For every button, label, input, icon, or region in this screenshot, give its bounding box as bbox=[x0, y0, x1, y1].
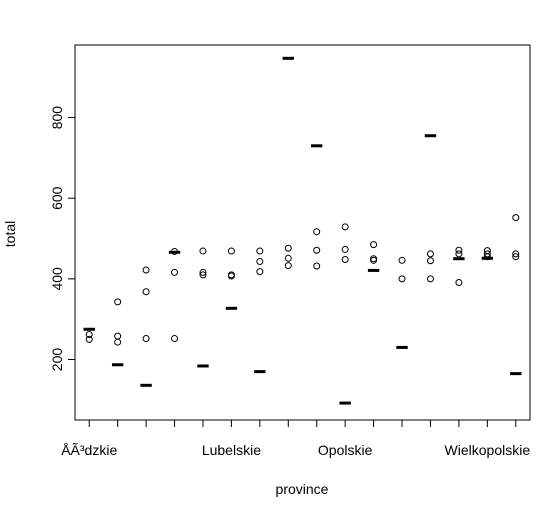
data-point bbox=[314, 247, 320, 253]
data-point bbox=[115, 339, 121, 345]
data-point bbox=[257, 269, 263, 275]
y-tick-label: 400 bbox=[49, 267, 65, 291]
data-point bbox=[399, 276, 405, 282]
y-tick-label: 800 bbox=[49, 106, 65, 130]
y-tick-label: 600 bbox=[49, 186, 65, 210]
y-axis-label: total bbox=[2, 221, 18, 247]
data-points bbox=[86, 215, 519, 346]
data-point bbox=[172, 269, 178, 275]
data-point bbox=[342, 246, 348, 252]
data-point bbox=[314, 229, 320, 235]
data-point bbox=[342, 224, 348, 230]
data-point bbox=[172, 336, 178, 342]
data-point bbox=[115, 299, 121, 305]
data-point bbox=[342, 257, 348, 263]
data-point bbox=[314, 263, 320, 269]
data-point bbox=[285, 255, 291, 261]
data-point bbox=[257, 259, 263, 265]
data-point bbox=[513, 215, 519, 221]
data-point bbox=[285, 263, 291, 269]
x-axis: ÅÃ³dzkie Lubelskie Opolskie Wielkopolskie bbox=[61, 420, 530, 458]
data-point bbox=[371, 242, 377, 248]
data-point bbox=[427, 251, 433, 257]
x-tick-label: Opolskie bbox=[318, 442, 373, 458]
y-tick-label: 200 bbox=[49, 348, 65, 372]
data-point bbox=[115, 333, 121, 339]
data-point bbox=[143, 267, 149, 273]
data-point bbox=[456, 280, 462, 286]
data-point bbox=[143, 336, 149, 342]
data-point bbox=[427, 258, 433, 264]
data-point bbox=[143, 289, 149, 295]
data-point bbox=[456, 247, 462, 253]
x-tick-label: ÅÃ³dzkie bbox=[61, 442, 117, 458]
data-point bbox=[399, 257, 405, 263]
data-point bbox=[200, 248, 206, 254]
x-tick-label: Wielkopolskie bbox=[445, 442, 531, 458]
data-point bbox=[228, 248, 234, 254]
data-point bbox=[285, 245, 291, 251]
y-axis: 200 400 600 800 bbox=[49, 106, 75, 372]
plot-frame bbox=[75, 45, 530, 420]
data-point bbox=[427, 276, 433, 282]
data-point bbox=[257, 248, 263, 254]
x-axis-label: province bbox=[276, 481, 329, 497]
median-segments bbox=[84, 58, 522, 403]
x-tick-label: Lubelskie bbox=[202, 442, 261, 458]
